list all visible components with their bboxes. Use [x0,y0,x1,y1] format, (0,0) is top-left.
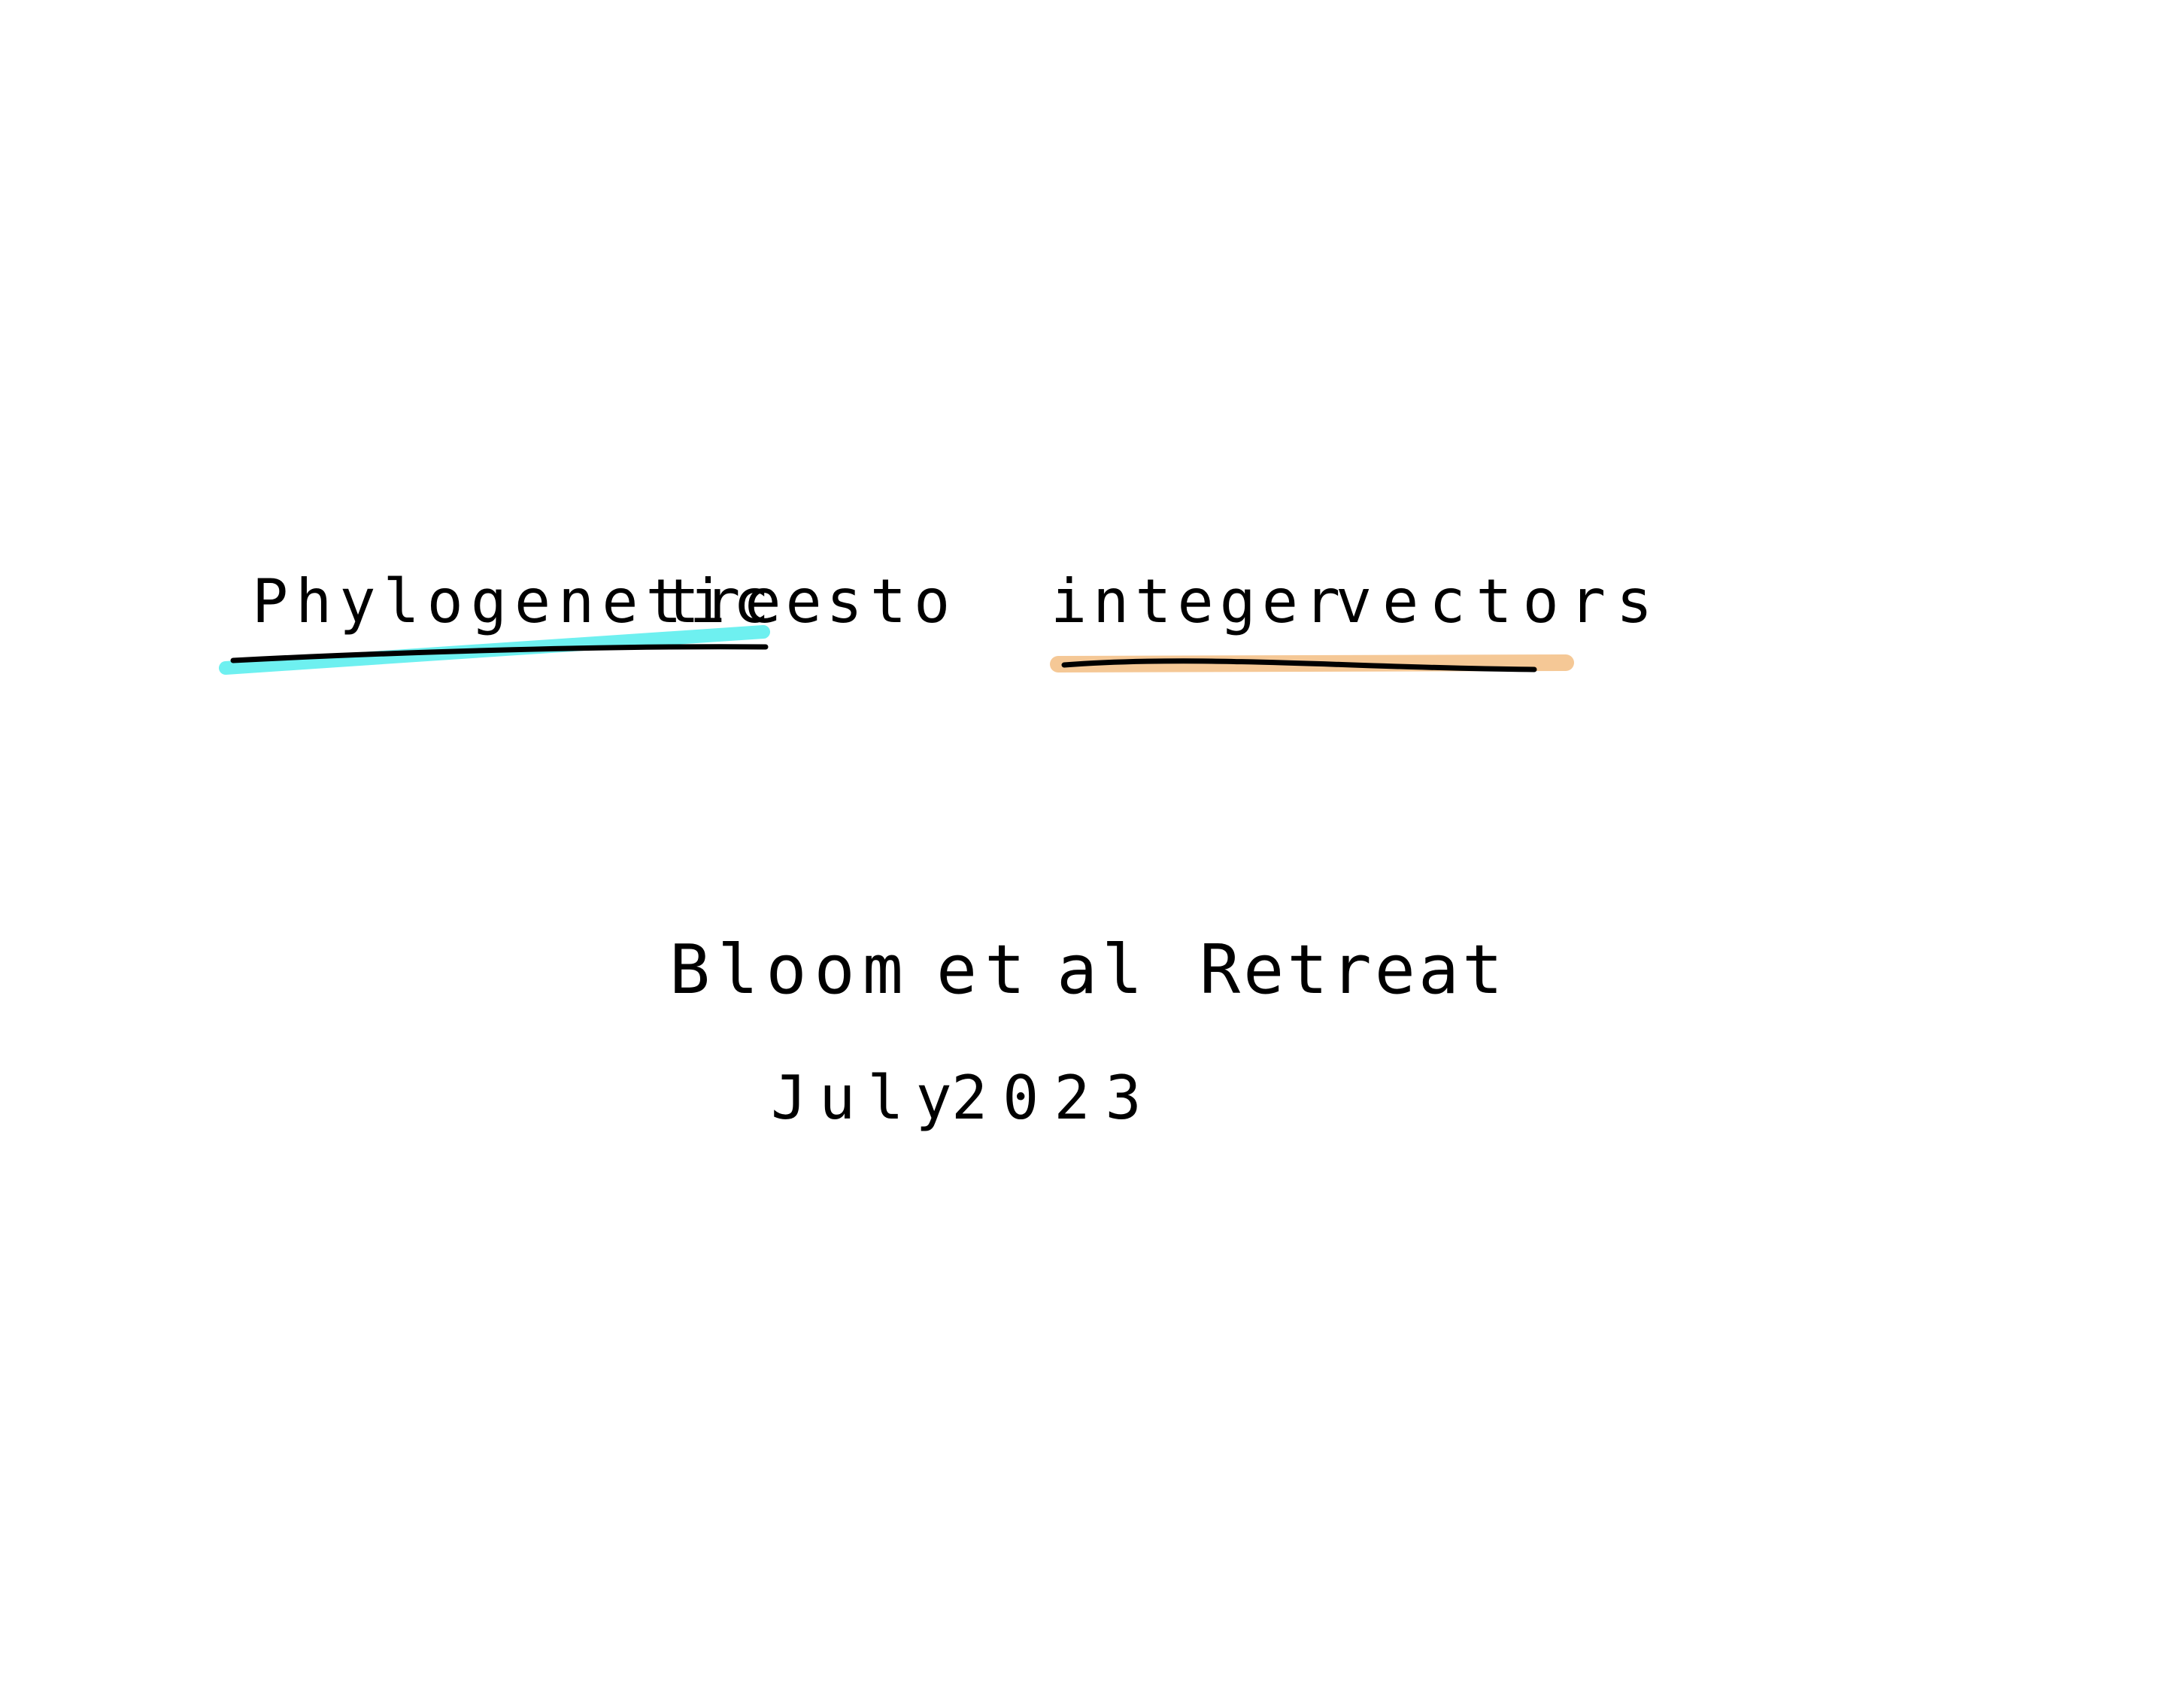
orange-highlight-stroke [1050,654,1574,672]
date-year: 2023 [951,1063,1157,1133]
title-word-phylogenetic: Phylogenetic [252,566,777,636]
phylogenetic-trees-underline [230,644,769,663]
date-month: July [771,1063,964,1133]
title-word-trees: trees [663,566,867,636]
cyan-highlight-stroke [219,625,770,675]
subtitle-word-bloom: Bloom [669,931,911,1009]
subtitle-word-retreat: Retreat [1200,931,1506,1009]
subtitle-word-al: al [1057,931,1148,1009]
title-word-vectors: vectors [1336,566,1664,636]
integer-vectors-underline [1061,658,1537,672]
title-word-to: to [870,566,958,636]
subtitle-word-et: et [936,931,1033,1009]
title-word-integer: integer [1051,566,1347,636]
